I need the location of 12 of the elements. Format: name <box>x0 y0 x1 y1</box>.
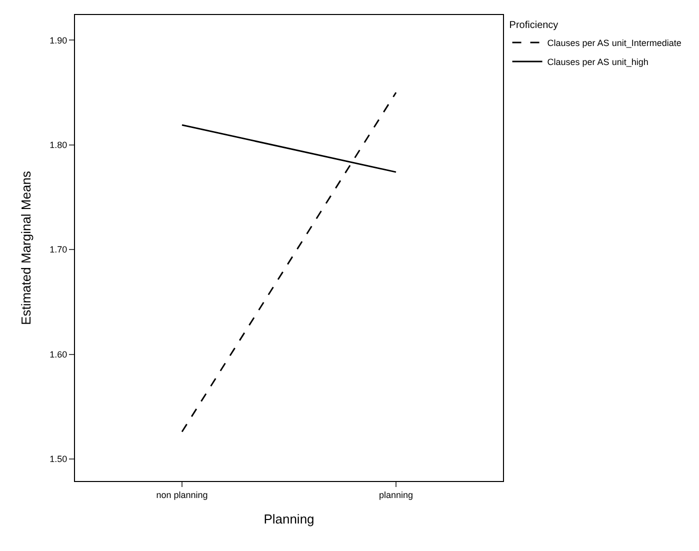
x-tick-label: non planning <box>156 490 208 500</box>
y-tick-label: 1.70 <box>50 244 68 255</box>
y-axis-title: Estimated Marginal Means <box>18 170 34 325</box>
legend-label: Clauses per AS unit_Intermediate <box>547 38 682 48</box>
y-tick-label: 1.60 <box>50 349 68 360</box>
y-tick-label: 1.80 <box>50 140 68 150</box>
x-tick-label: planning <box>378 490 414 500</box>
y-tick-label: 1.50 <box>50 454 68 464</box>
legend-title: Proficiency <box>509 20 558 31</box>
legend-label: Clauses per AS unit_high <box>547 57 648 68</box>
x-axis-title: Planning <box>264 511 314 526</box>
y-tick-label: 1.90 <box>50 35 68 46</box>
